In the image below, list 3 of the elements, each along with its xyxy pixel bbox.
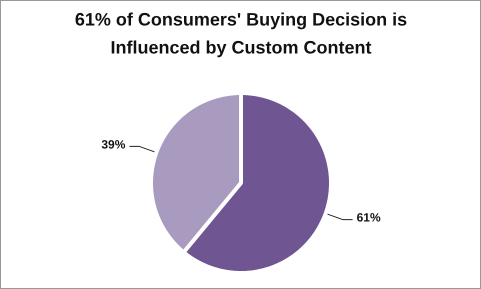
data-label: 61%: [356, 210, 381, 225]
chart-title: 61% of Consumers' Buying Decision is Influenced by Custom Content: [74, 10, 408, 58]
data-label: 39%: [101, 137, 126, 152]
